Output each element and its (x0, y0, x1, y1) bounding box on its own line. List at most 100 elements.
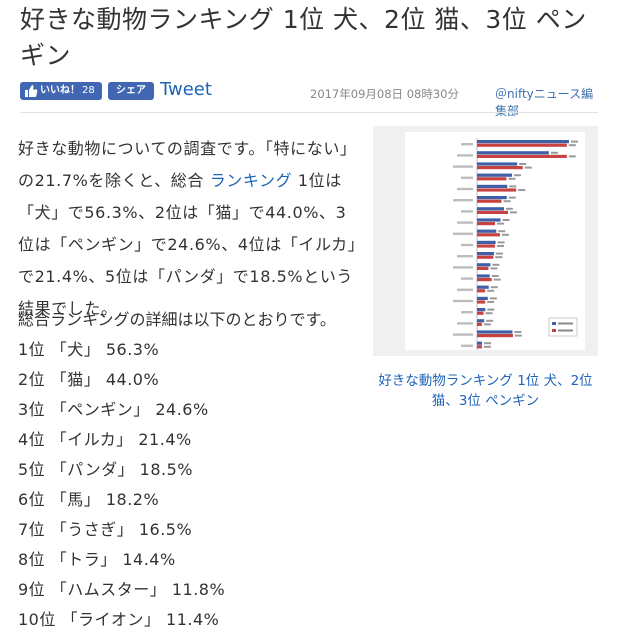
data-label-mark (491, 275, 499, 277)
bar-mark (477, 278, 492, 282)
data-label-mark (518, 189, 526, 191)
ranking-link[interactable]: ランキング (209, 171, 293, 190)
data-label-mark (487, 308, 495, 311)
ranking-item: 10位 「ライオン」 11.4% (18, 610, 220, 629)
bar-mark (477, 154, 567, 158)
data-label-mark (484, 342, 492, 345)
data-label-mark (514, 334, 522, 337)
category-label-mark (461, 143, 473, 146)
bar-mark (477, 222, 495, 226)
data-label-mark (514, 331, 522, 333)
bar-mark (477, 345, 482, 349)
ranking-item: 5位 「パンダ」 18.5% (18, 460, 193, 479)
data-label-mark (513, 174, 521, 177)
bar-mark (477, 300, 486, 304)
bar-mark (477, 233, 500, 237)
data-label-mark (505, 207, 513, 210)
bar-mark (477, 266, 489, 270)
category-label-mark (453, 199, 473, 202)
bar-mark (477, 173, 512, 177)
thumbs-up-icon (25, 85, 38, 97)
bar-mark (477, 274, 490, 278)
bar-mark (477, 184, 508, 188)
category-label-mark (453, 299, 473, 303)
data-label-mark (487, 301, 495, 303)
author-link[interactable]: ＠niftyニュース編集部 (495, 87, 594, 118)
bar-mark (477, 177, 507, 181)
bar-mark (477, 140, 569, 144)
category-label-mark (453, 266, 473, 269)
data-label-mark (483, 345, 491, 348)
bar-mark (477, 319, 485, 323)
data-label-mark (510, 211, 518, 214)
ranking-item: 8位 「トラ」 14.4% (18, 550, 176, 569)
chart-image[interactable] (405, 132, 585, 350)
facebook-share-button[interactable]: シェア (108, 82, 154, 100)
data-label-mark (508, 196, 516, 199)
chart-figure[interactable] (373, 126, 598, 356)
ranking-item: 3位 「ペンギン」 24.6% (18, 400, 209, 419)
data-label-mark (485, 312, 493, 315)
bar-mark (477, 285, 489, 289)
bar-mark (477, 210, 509, 214)
bar-mark (477, 188, 517, 192)
bar-mark (477, 199, 502, 203)
data-label-mark (503, 200, 511, 203)
figure-caption[interactable]: 好きな動物ランキング 1位 犬、2位 猫、3位 ペンギン (378, 373, 593, 409)
share-toolbar: いいね！ 28 シェア Tweet 2017年09月08日 08時30分 ＠ni… (20, 79, 600, 118)
bar-chart (453, 138, 578, 350)
data-label-mark (502, 219, 510, 221)
bar-mark (477, 334, 513, 338)
data-label-mark (487, 289, 495, 292)
data-label-mark (497, 241, 505, 244)
category-label-mark (461, 210, 473, 213)
data-label-mark (496, 245, 504, 247)
bar-mark (477, 151, 549, 155)
legend-swatch (552, 322, 556, 325)
data-label-mark (493, 278, 501, 281)
facebook-like-button[interactable]: いいね！ 28 (20, 82, 102, 100)
bar-mark (477, 322, 482, 326)
data-label-mark (570, 140, 578, 143)
ranking-item: 2位 「猫」 44.0% (18, 370, 160, 389)
category-label-mark (461, 311, 473, 314)
category-label-mark (457, 221, 473, 224)
ranking-item: 1位 「犬」 56.3% (18, 340, 160, 359)
chart-legend (548, 317, 578, 337)
bar-mark (477, 240, 496, 244)
publish-date: 2017年09月08日 08時30分 (310, 87, 459, 101)
legend-swatch (552, 329, 556, 332)
header-divider (20, 112, 598, 113)
category-label-mark (457, 154, 473, 157)
bar-mark (477, 255, 494, 259)
ranking-heading: 総合ランキングの詳細は以下のとおりです。 (18, 310, 336, 329)
bar-mark (477, 166, 523, 170)
category-label-mark (453, 165, 473, 168)
intro-text-start: 好きな動物についての調査です。「特にない」の21.7%を除くと、総合 (18, 139, 357, 190)
data-label-mark (496, 222, 504, 225)
category-label-mark (453, 232, 473, 235)
ranking-item: 4位 「イルカ」 21.4% (18, 430, 192, 449)
data-label-mark (508, 177, 516, 180)
bar-mark (477, 341, 483, 345)
data-label-mark (490, 267, 498, 270)
ranking-item: 9位 「ハムスター」 11.8% (18, 580, 226, 599)
category-label-mark (457, 288, 473, 291)
like-label: いいね！ (40, 85, 80, 96)
data-label-mark (550, 151, 558, 154)
data-label-mark (519, 163, 527, 165)
bar-mark (477, 162, 518, 166)
category-label-mark (457, 187, 473, 191)
bar-mark (477, 143, 567, 147)
category-label-mark (453, 333, 473, 336)
tweet-button[interactable]: Tweet (160, 79, 212, 100)
data-label-mark (490, 286, 498, 289)
data-label-mark (483, 323, 491, 326)
data-label-mark (492, 263, 500, 266)
data-label-mark (489, 297, 497, 300)
category-label-mark (461, 277, 473, 280)
bar-mark (477, 244, 495, 248)
category-label-mark (457, 255, 473, 258)
category-label-mark (457, 322, 473, 325)
bar-mark (477, 308, 486, 312)
